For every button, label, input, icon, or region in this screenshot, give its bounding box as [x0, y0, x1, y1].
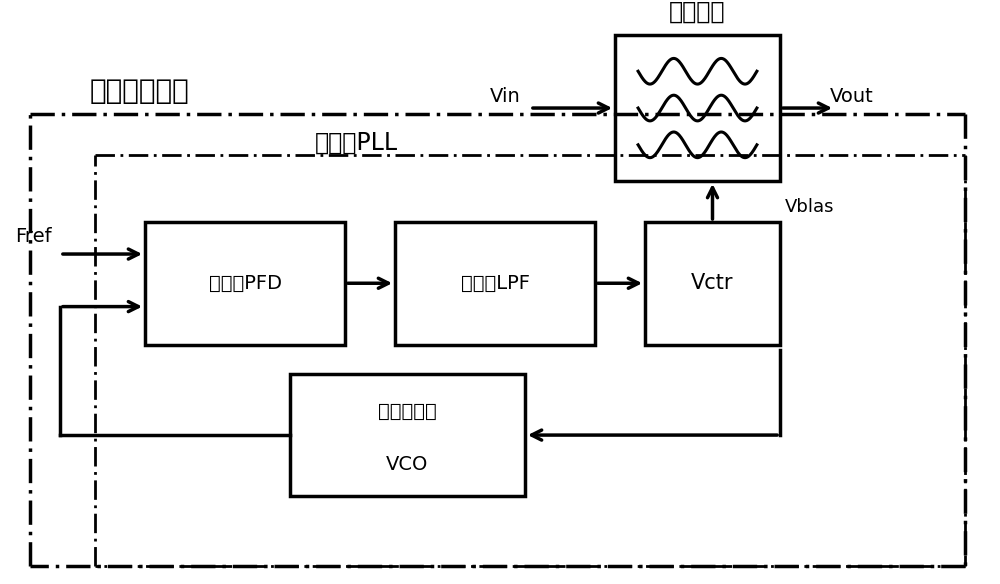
Bar — [290, 374, 525, 496]
Text: 鉴相器PFD: 鉴相器PFD — [208, 274, 282, 293]
Text: Vctr: Vctr — [691, 273, 734, 293]
Text: 压控振荡器: 压控振荡器 — [378, 402, 437, 421]
Text: Vin: Vin — [490, 87, 521, 106]
Bar — [645, 222, 780, 345]
Text: 锁相环PLL: 锁相环PLL — [315, 131, 398, 155]
Text: Vblas: Vblas — [785, 199, 834, 216]
Text: 滤波器LPF: 滤波器LPF — [460, 274, 530, 293]
Bar — [145, 222, 345, 345]
Text: Vout: Vout — [830, 87, 874, 106]
Bar — [615, 35, 780, 181]
Text: VCO: VCO — [386, 455, 429, 474]
Text: Fref: Fref — [15, 227, 52, 246]
Text: 传统校准电路: 传统校准电路 — [90, 77, 190, 105]
Text: 主滤波器: 主滤波器 — [669, 0, 726, 24]
Bar — [395, 222, 595, 345]
